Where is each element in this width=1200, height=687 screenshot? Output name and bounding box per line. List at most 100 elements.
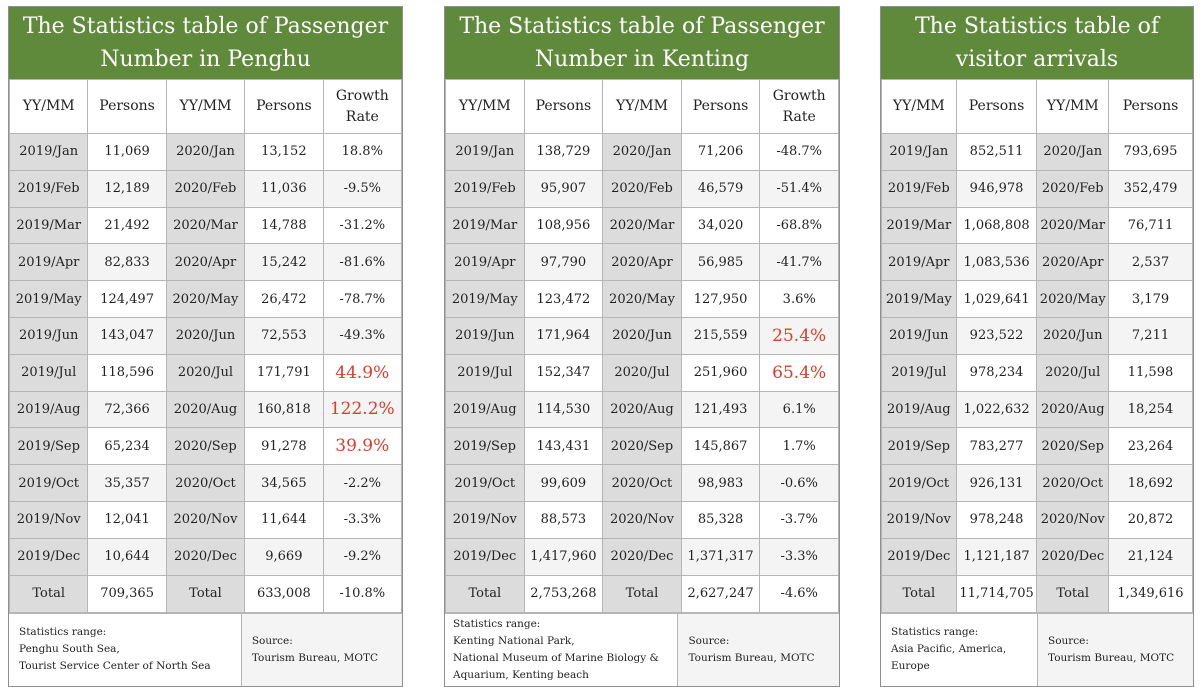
- persons-cell: 1,022,632: [955, 390, 1038, 429]
- month-cell: 2019/Dec: [8, 537, 89, 576]
- persons-cell: 251,960: [680, 353, 761, 392]
- table-footer: Statistics range: Kenting National Park,…: [445, 612, 839, 686]
- month-cell: 2020/May: [165, 280, 246, 318]
- table-row: 2019/May 123,472 2020/May 127,950 3.6%: [445, 280, 839, 318]
- month-cell: 2019/May: [8, 280, 89, 318]
- growth-rate-cell: -10.8%: [322, 574, 403, 613]
- range-line: Statistics range:: [19, 626, 107, 639]
- persons-cell: 18,254: [1108, 390, 1193, 429]
- persons-cell: 11,036: [244, 169, 324, 208]
- title-line-2: Number in Penghu: [100, 47, 311, 72]
- persons-cell: 143,431: [523, 427, 604, 466]
- persons-cell: 97,790: [523, 243, 604, 282]
- persons-cell: 1,417,960: [523, 537, 604, 576]
- kenting-table: YY/MM Persons YY/MM Persons Growth Rate …: [445, 79, 839, 613]
- table-row: 2019/Aug 114,530 2020/Aug 121,493 6.1%: [445, 390, 839, 429]
- persons-cell: 12,041: [87, 500, 167, 539]
- persons-cell: 852,511: [955, 133, 1038, 171]
- month-cell: 2019/Feb: [445, 169, 525, 208]
- month-cell: 2020/Feb: [165, 169, 246, 208]
- table-footer: Statistics range: Asia Pacific, America,…: [881, 612, 1193, 686]
- month-cell: Total: [445, 574, 525, 613]
- growth-rate-cell: -0.6%: [759, 464, 839, 502]
- month-cell: 2019/May: [445, 280, 525, 318]
- month-cell: 2019/Mar: [445, 206, 525, 245]
- persons-cell: 127,950: [680, 280, 761, 318]
- persons-cell: 114,530: [523, 390, 604, 429]
- table-row: 2019/Sep 783,277 2020/Sep 23,264: [881, 427, 1193, 466]
- month-cell: 2019/Oct: [445, 464, 525, 502]
- persons-cell: 215,559: [680, 316, 761, 355]
- table-row: 2019/Jul 152,347 2020/Jul 251,960 65.4%: [445, 353, 839, 392]
- month-cell: 2019/Jan: [881, 133, 957, 171]
- col-header-persons: Persons: [244, 79, 324, 134]
- month-cell: 2020/Aug: [165, 390, 246, 429]
- month-cell: 2020/Oct: [165, 464, 246, 502]
- table-row: 2019/Nov 88,573 2020/Nov 85,328 -3.7%: [445, 500, 839, 539]
- persons-cell: 15,242: [244, 243, 324, 282]
- range-line: Aquarium, Kenting beach: [453, 668, 589, 681]
- persons-cell: 26,472: [244, 280, 324, 318]
- table-row: 2019/Feb 95,907 2020/Feb 46,579 -51.4%: [445, 169, 839, 208]
- col-header-yymm: YY/MM: [1036, 79, 1109, 134]
- source-value: Tourism Bureau, MOTC: [1048, 651, 1175, 664]
- title-line-2: Number in Kenting: [534, 47, 750, 72]
- month-cell: 2020/Sep: [602, 427, 682, 466]
- persons-cell: 793,695: [1108, 133, 1193, 171]
- table-row: 2019/Apr 97,790 2020/Apr 56,985 -41.7%: [445, 243, 839, 282]
- source-note: Source: Tourism Bureau, MOTC: [1037, 613, 1193, 686]
- month-cell: 2019/Nov: [881, 500, 957, 539]
- panel-title: The Statistics table of Passenger Number…: [9, 7, 402, 79]
- table-row: 2019/Sep 143,431 2020/Sep 145,867 1.7%: [445, 427, 839, 466]
- month-cell: 2019/Jul: [445, 353, 525, 392]
- month-cell: 2019/Mar: [8, 206, 89, 245]
- source-label: Source:: [251, 634, 293, 647]
- persons-cell: 9,669: [244, 537, 324, 576]
- growth-rate-cell: 1.7%: [759, 427, 839, 466]
- persons-cell: 13,152: [244, 133, 324, 171]
- persons-cell: 1,029,641: [955, 280, 1038, 318]
- source-note: Source: Tourism Bureau, MOTC: [240, 613, 402, 686]
- total-row: Total 11,714,705 Total 1,349,616: [881, 574, 1193, 613]
- persons-cell: 11,714,705: [955, 574, 1038, 613]
- month-cell: 2019/Jun: [445, 316, 525, 355]
- month-cell: 2020/Apr: [1036, 243, 1109, 282]
- month-cell: 2020/Nov: [602, 500, 682, 539]
- persons-cell: 783,277: [955, 427, 1038, 466]
- growth-rate-cell: 3.6%: [759, 280, 839, 318]
- penghu-table: YY/MM Persons YY/MM Persons Growth Rate …: [8, 79, 403, 613]
- col-header-persons: Persons: [955, 79, 1038, 134]
- visitor-arrivals-table: YY/MM Persons YY/MM Persons 2019/Jan 852,…: [881, 79, 1193, 613]
- total-row: Total 709,365 Total 633,008 -10.8%: [8, 574, 403, 613]
- title-line-1: The Statistics table of Passenger: [459, 14, 825, 39]
- month-cell: 2019/Aug: [8, 390, 89, 429]
- month-cell: 2020/Jan: [165, 133, 246, 171]
- table-row: 2019/Oct 99,609 2020/Oct 98,983 -0.6%: [445, 464, 839, 502]
- persons-cell: 923,522: [955, 316, 1038, 355]
- month-cell: 2019/Sep: [881, 427, 957, 466]
- month-cell: 2019/Jan: [8, 133, 89, 171]
- table-row: 2019/Aug 1,022,632 2020/Aug 18,254: [881, 390, 1193, 429]
- range-line: Kenting National Park,: [453, 634, 575, 647]
- persons-cell: 978,248: [955, 500, 1038, 539]
- highlighted-growth-rate-cell: 39.9%: [322, 427, 403, 466]
- persons-cell: 91,278: [244, 427, 324, 466]
- persons-cell: 88,573: [523, 500, 604, 539]
- growth-rate-cell: -41.7%: [759, 243, 839, 282]
- persons-cell: 1,371,317: [680, 537, 761, 576]
- col-header-yymm: YY/MM: [445, 79, 525, 134]
- persons-cell: 7,211: [1108, 316, 1193, 355]
- growth-rate-cell: -31.2%: [322, 206, 403, 245]
- growth-rate-cell: -78.7%: [322, 280, 403, 318]
- month-cell: 2020/Feb: [1036, 169, 1109, 208]
- header-row: YY/MM Persons YY/MM Persons Growth Rate: [445, 79, 839, 134]
- month-cell: 2020/Feb: [602, 169, 682, 208]
- persons-cell: 978,234: [955, 353, 1038, 392]
- col-header-persons: Persons: [523, 79, 604, 134]
- title-line-1: The Statistics table of Passenger: [22, 14, 389, 39]
- persons-cell: 14,788: [244, 206, 324, 245]
- persons-cell: 65,234: [87, 427, 167, 466]
- table-row: 2019/May 1,029,641 2020/May 3,179: [881, 280, 1193, 318]
- month-cell: 2019/Sep: [8, 427, 89, 466]
- persons-cell: 34,565: [244, 464, 324, 502]
